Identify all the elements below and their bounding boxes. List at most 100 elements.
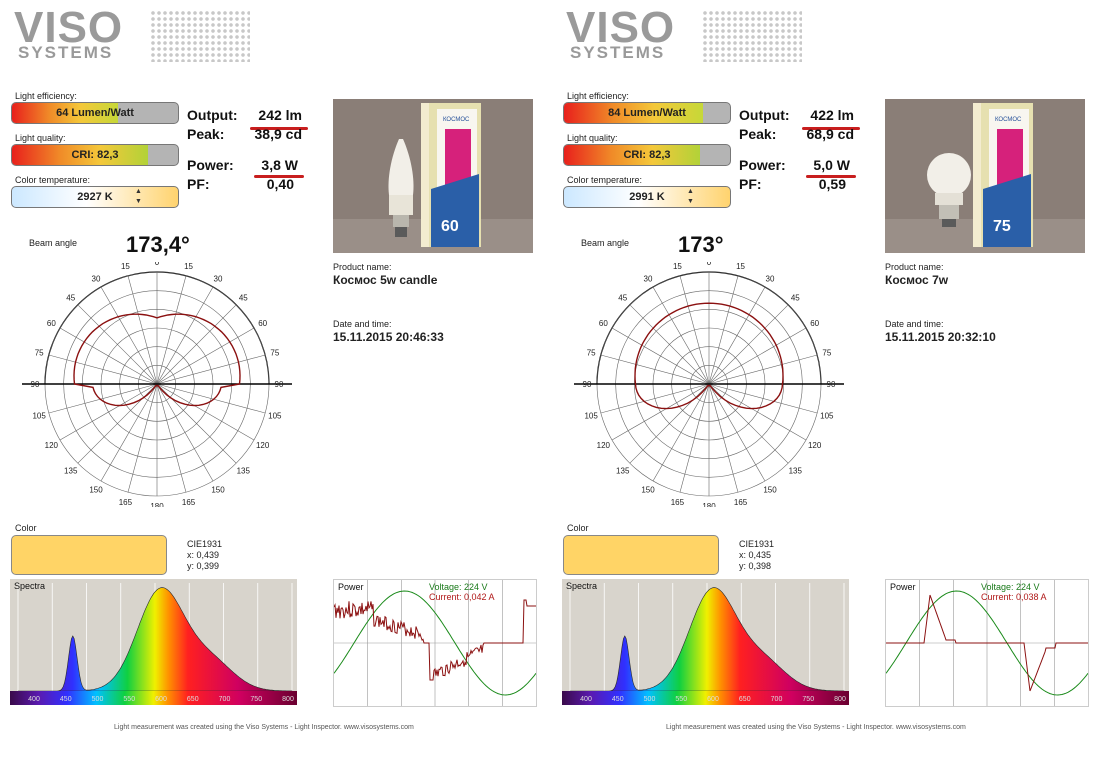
spectra-axis-band [562,691,849,705]
polar-label-bottom: 180 [702,502,716,507]
spectra-tick: 600 [707,696,719,703]
polar-label-left: 165 [119,498,133,507]
polar-label-left: 60 [47,319,56,328]
polar-label-right: 165 [734,498,748,507]
footer-note: Light measurement was created using the … [114,724,414,731]
polar-spoke [652,286,710,385]
light-quality-bar: CRI: 82,3 [563,144,731,166]
spectra-label: Spectra [566,581,598,591]
logo-sub: SYSTEMS [570,43,666,62]
light-efficiency-label: Light efficiency: [15,91,77,101]
logo-sub: SYSTEMS [18,43,114,62]
polar-label-right: 135 [237,466,251,475]
polar-spoke [156,383,187,493]
power-plot [885,580,1089,706]
polar-spoke [156,383,255,441]
spectra-plot: 400 450 500 550 600 650 700 750 800 [10,583,297,705]
spectra-curve [18,587,293,692]
polar-spoke [156,275,187,385]
polar-label-left: 90 [31,380,40,389]
light-quality-label: Light quality: [567,133,618,143]
product-name-label: Product name: [885,262,944,272]
svg-text:КОСМОС: КОСМОС [443,117,470,123]
polar-spoke [156,286,214,385]
arrow-up-icon: ▲ [687,188,694,195]
polar-spoke [100,286,158,385]
spectra-tick: 650 [187,696,199,703]
report-panel-2: VISO SYSTEMS Light efficiency: 84 Lumen/… [552,0,1104,780]
voltage-curve [333,590,537,696]
current-readout: Current: 0,038 A [981,592,1047,602]
polar-label-left: 30 [644,274,653,283]
polar-spoke [611,383,710,441]
polar-label-top: 0 [707,262,712,267]
peak-label: Peak: [739,126,777,142]
polar-spoke [708,275,739,385]
polar-label-right: 150 [763,486,777,495]
polar-intensity-curve [73,313,241,407]
cie-x: x: 0,435 [739,550,772,560]
cie-title: CIE1931 [187,539,223,549]
polar-spoke [48,354,158,385]
power-label: Power: [739,157,786,173]
cie-values: CIE1931 x: 0,435 y: 0,398 [739,539,774,572]
light-efficiency-bar: 84 Lumen/Watt [563,102,731,124]
logo-dots [150,10,250,62]
light-quality-fill [12,145,149,165]
cie-y: y: 0,398 [739,561,772,571]
product-photo-image: КОСМОС 60 [333,99,533,253]
output-value: 242 lm [258,107,302,123]
polar-label-right: 60 [258,319,267,328]
power-graph: Power Voltage: 224 V Current: 0,038 A [885,579,1089,707]
polar-spoke [611,327,710,385]
spectra-tick: 700 [771,696,783,703]
polar-label-left: 105 [584,412,598,421]
polar-spoke [708,286,766,385]
spectra-tick: 650 [739,696,751,703]
light-quality-fill [564,145,701,165]
color-temperature-bar: 2927 K ▲ ▼ [11,186,179,208]
polar-label-left: 30 [92,274,101,283]
polar-spoke [600,354,710,385]
spectra-tick: 600 [155,696,167,703]
polar-label-left: 105 [32,412,46,421]
polar-spoke [100,383,158,482]
polar-intensity-curve [634,302,784,410]
power-value: 5,0 W [813,157,850,173]
polar-spoke [48,383,158,414]
power-graph: Power Voltage: 224 V Current: 0,042 A [333,579,537,707]
footer-note: Light measurement was created using the … [666,724,966,731]
spectra-tick: 550 [675,696,687,703]
polar-diagram: 0 180 15 30 45 60 75 90 105 120 135 150 165 15 30 45 60 7… [574,262,844,507]
power-label: Power: [187,157,234,173]
polar-spoke [708,383,818,414]
current-readout: Current: 0,042 A [429,592,495,602]
polar-spoke [629,383,710,464]
light-efficiency-label: Light efficiency: [567,91,629,101]
spectra-tick: 700 [219,696,231,703]
date-time-value: 15.11.2015 20:32:10 [885,330,996,344]
spectra-tick: 500 [644,696,656,703]
pf-value: 0,40 [266,176,294,192]
arrow-up-icon: ▲ [135,188,142,195]
beam-angle-value: 173,4° [126,232,190,257]
cie-y: y: 0,399 [187,561,220,571]
color-temperature-label: Color temperature: [15,175,91,185]
polar-label-right: 30 [766,274,775,283]
polar-label-left: 60 [599,319,608,328]
product-name-label: Product name: [333,262,392,272]
power-value: 3,8 W [261,157,298,173]
spectra-tick: 400 [28,696,40,703]
polar-label-right: 60 [810,319,819,328]
polar-label-bottom: 180 [150,502,164,507]
polar-label-right: 90 [827,380,836,389]
power-underline [254,175,304,178]
polar-spoke [708,354,818,385]
polar-spoke [156,354,266,385]
polar-label-right: 105 [820,412,834,421]
polar-label-left: 120 [597,441,611,450]
light-quality-bar: CRI: 82,3 [11,144,179,166]
polar-label-right: 150 [211,486,225,495]
polar-label-left: 15 [121,262,130,271]
polar-label-right: 75 [822,348,831,357]
